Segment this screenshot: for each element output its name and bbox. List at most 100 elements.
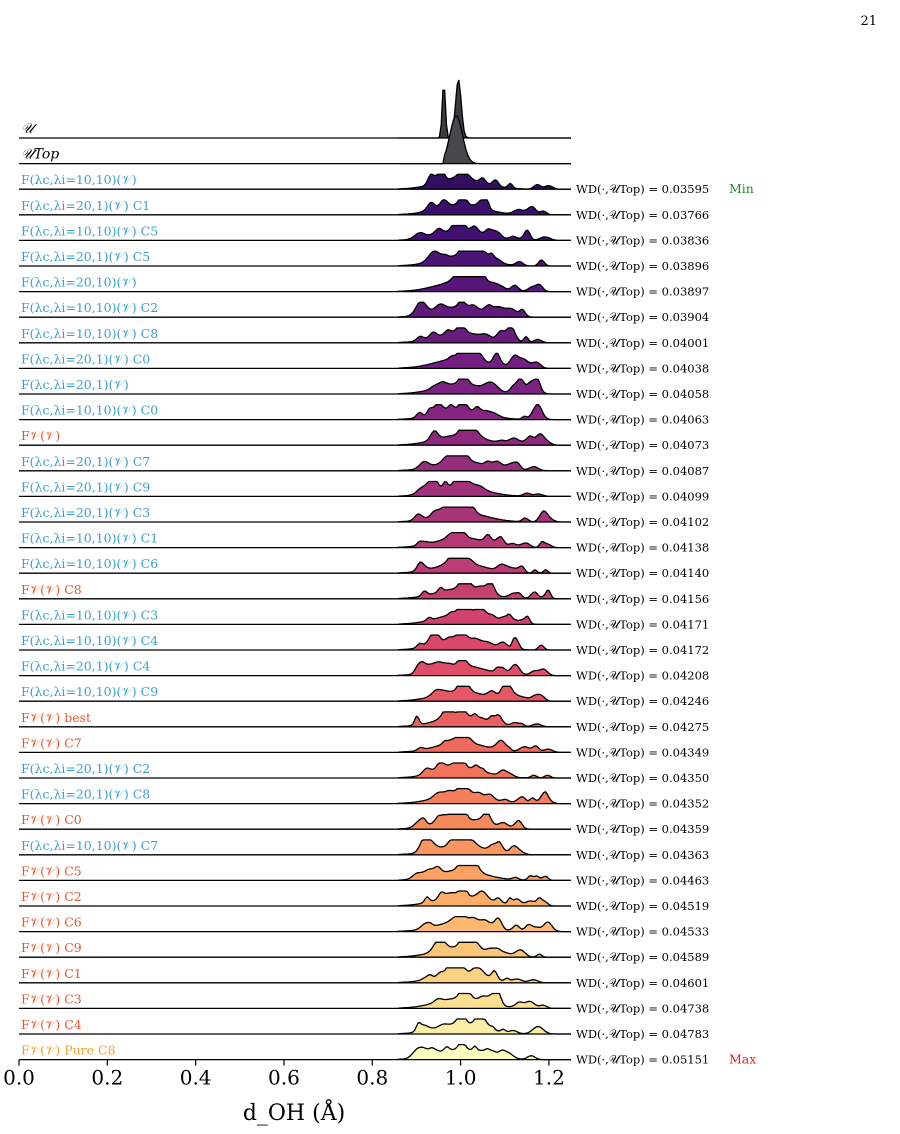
density-line bbox=[398, 941, 571, 958]
density-line bbox=[398, 531, 571, 549]
wd-value: WD(·,𝒰Top) = 0.04589 bbox=[576, 950, 709, 964]
density-line bbox=[398, 378, 571, 395]
wd-value: WD(·,𝒰Top) = 0.04363 bbox=[576, 848, 709, 862]
wd-value: WD(·,𝒰Top) = 0.04058 bbox=[576, 387, 709, 401]
density-area bbox=[398, 660, 571, 676]
density-line bbox=[398, 276, 571, 293]
density-area bbox=[398, 865, 571, 881]
density-area bbox=[398, 174, 571, 190]
row-label: F(λc,λi=10,10)(𝒱) C4 bbox=[21, 633, 158, 648]
density-line bbox=[398, 79, 571, 139]
wd-value: WD(·,𝒰Top) = 0.03595 bbox=[576, 182, 709, 196]
density-line bbox=[398, 583, 571, 600]
row-label: F(λc,λi=10,10)(𝒱) C0 bbox=[21, 403, 158, 418]
wd-value: WD(·,𝒰Top) = 0.04352 bbox=[576, 797, 709, 811]
wd-value: WD(·,𝒰Top) = 0.04001 bbox=[576, 336, 709, 350]
density-line bbox=[398, 864, 571, 882]
density-area bbox=[398, 116, 571, 164]
row-label: F(λc,λi=10,10)(𝒱) C1 bbox=[21, 531, 158, 546]
row-label: 𝒰Top bbox=[21, 147, 59, 163]
density-area bbox=[398, 430, 571, 446]
density-area bbox=[398, 455, 571, 471]
max-tag: Max bbox=[729, 1052, 756, 1067]
density-line bbox=[398, 992, 571, 1010]
density-line bbox=[398, 736, 571, 754]
wd-value: WD(·,𝒰Top) = 0.04350 bbox=[576, 771, 709, 785]
x-tick-label: 0.8 bbox=[356, 1066, 388, 1090]
row-label: F𝒱(𝒱) C3 bbox=[21, 991, 82, 1006]
row-label: F𝒱(𝒱) C7 bbox=[21, 735, 82, 750]
density-line bbox=[398, 634, 571, 651]
density-area bbox=[398, 379, 571, 394]
x-tick-label: 1.0 bbox=[445, 1066, 477, 1090]
density-line bbox=[398, 429, 571, 446]
wd-value: WD(·,𝒰Top) = 0.03904 bbox=[576, 310, 709, 324]
wd-value: WD(·,𝒰Top) = 0.04519 bbox=[576, 899, 709, 913]
row-label: F(λc,λi=20,1)(𝒱) C8 bbox=[21, 787, 150, 802]
wd-value: WD(·,𝒰Top) = 0.04246 bbox=[576, 694, 709, 708]
density-area bbox=[398, 558, 571, 574]
wd-value: WD(·,𝒰Top) = 0.04463 bbox=[576, 873, 709, 887]
row-label: F(λc,λi=20,1)(𝒱) C0 bbox=[21, 351, 150, 366]
min-tag: Min bbox=[729, 181, 754, 196]
density-area bbox=[398, 635, 571, 650]
wd-value: WD(·,𝒰Top) = 0.05151 bbox=[576, 1053, 709, 1067]
density-area bbox=[398, 839, 571, 855]
density-area bbox=[398, 225, 571, 241]
row-label: F(λc,λi=10,10)(𝒱) C3 bbox=[21, 607, 158, 622]
row-label: F𝒱(𝒱) best bbox=[21, 710, 91, 725]
density-line bbox=[398, 762, 571, 779]
row-label: F(λc,λi=20,1)(𝒱) C2 bbox=[21, 761, 150, 776]
wd-value: WD(·,𝒰Top) = 0.04102 bbox=[576, 515, 709, 529]
density-line bbox=[398, 890, 571, 907]
ridge-rows: 𝒰 𝒰Top F(λc,λi=10,10)(𝒱) WD(·,𝒰Top) = 0.035… bbox=[19, 79, 756, 1067]
row-label: F(λc,λi=20,1)(𝒱) C5 bbox=[21, 249, 150, 264]
wd-value: WD(·,𝒰Top) = 0.04087 bbox=[576, 464, 709, 478]
wd-value: WD(·,𝒰Top) = 0.04601 bbox=[576, 976, 709, 990]
wd-value: WD(·,𝒰Top) = 0.04038 bbox=[576, 361, 709, 375]
density-area bbox=[398, 79, 571, 138]
row-label: F𝒱(𝒱) C1 bbox=[21, 966, 82, 981]
density-line bbox=[398, 685, 571, 702]
wd-value: WD(·,𝒰Top) = 0.04533 bbox=[576, 925, 709, 939]
density-area bbox=[398, 583, 571, 599]
wd-value: WD(·,𝒰Top) = 0.04138 bbox=[576, 541, 709, 555]
wd-value: WD(·,𝒰Top) = 0.04099 bbox=[576, 489, 709, 503]
x-tick-label: 0.2 bbox=[91, 1066, 123, 1090]
row-label: F𝒱(𝒱) C0 bbox=[21, 812, 82, 827]
density-line bbox=[398, 659, 571, 677]
wd-value: WD(·,𝒰Top) = 0.04140 bbox=[576, 566, 709, 580]
density-area bbox=[398, 199, 571, 215]
density-line bbox=[398, 250, 571, 267]
row-label: F(λc,λi=10,10)(𝒱) C2 bbox=[21, 300, 158, 315]
row-label: 𝒰 bbox=[21, 121, 38, 137]
wd-value: WD(·,𝒰Top) = 0.04156 bbox=[576, 592, 709, 606]
wd-value: WD(·,𝒰Top) = 0.04359 bbox=[576, 822, 709, 836]
row-label: F(λc,λi=10,10)(𝒱) bbox=[21, 172, 137, 187]
density-area bbox=[398, 967, 571, 983]
wd-value: WD(·,𝒰Top) = 0.04275 bbox=[576, 720, 709, 734]
row-label: F(λc,λi=20,1)(𝒱) C1 bbox=[21, 198, 150, 213]
row-label: F𝒱(𝒱) C6 bbox=[21, 915, 82, 930]
row-label: F(λc,λi=20,1)(𝒱) C3 bbox=[21, 505, 150, 520]
row-label: F𝒱(𝒱) C2 bbox=[21, 889, 82, 904]
x-tick-label: 0.0 bbox=[3, 1066, 35, 1090]
row-label: F𝒱(𝒱) C8 bbox=[21, 582, 82, 597]
density-area bbox=[398, 507, 571, 522]
row-label: F𝒱(𝒱) bbox=[21, 428, 60, 443]
density-line bbox=[398, 711, 571, 728]
density-line bbox=[398, 480, 571, 498]
density-area bbox=[398, 814, 571, 830]
row-label: F(λc,λi=20,1)(𝒱) C9 bbox=[21, 479, 150, 494]
wd-value: WD(·,𝒰Top) = 0.03896 bbox=[576, 259, 709, 273]
row-label: F(λc,λi=10,10)(𝒱) C9 bbox=[21, 684, 158, 699]
wd-value: WD(·,𝒰Top) = 0.04783 bbox=[576, 1027, 709, 1041]
row-label: F(λc,λi=10,10)(𝒱) C8 bbox=[21, 326, 158, 341]
density-area bbox=[398, 891, 571, 906]
row-label: F(λc,λi=20,1)(𝒱) bbox=[21, 377, 129, 392]
wd-value: WD(·,𝒰Top) = 0.04073 bbox=[576, 438, 709, 452]
density-area bbox=[398, 737, 571, 753]
row-label: F𝒱(𝒱) Pure C8 bbox=[21, 1043, 116, 1058]
wd-value: WD(·,𝒰Top) = 0.04738 bbox=[576, 1001, 709, 1015]
